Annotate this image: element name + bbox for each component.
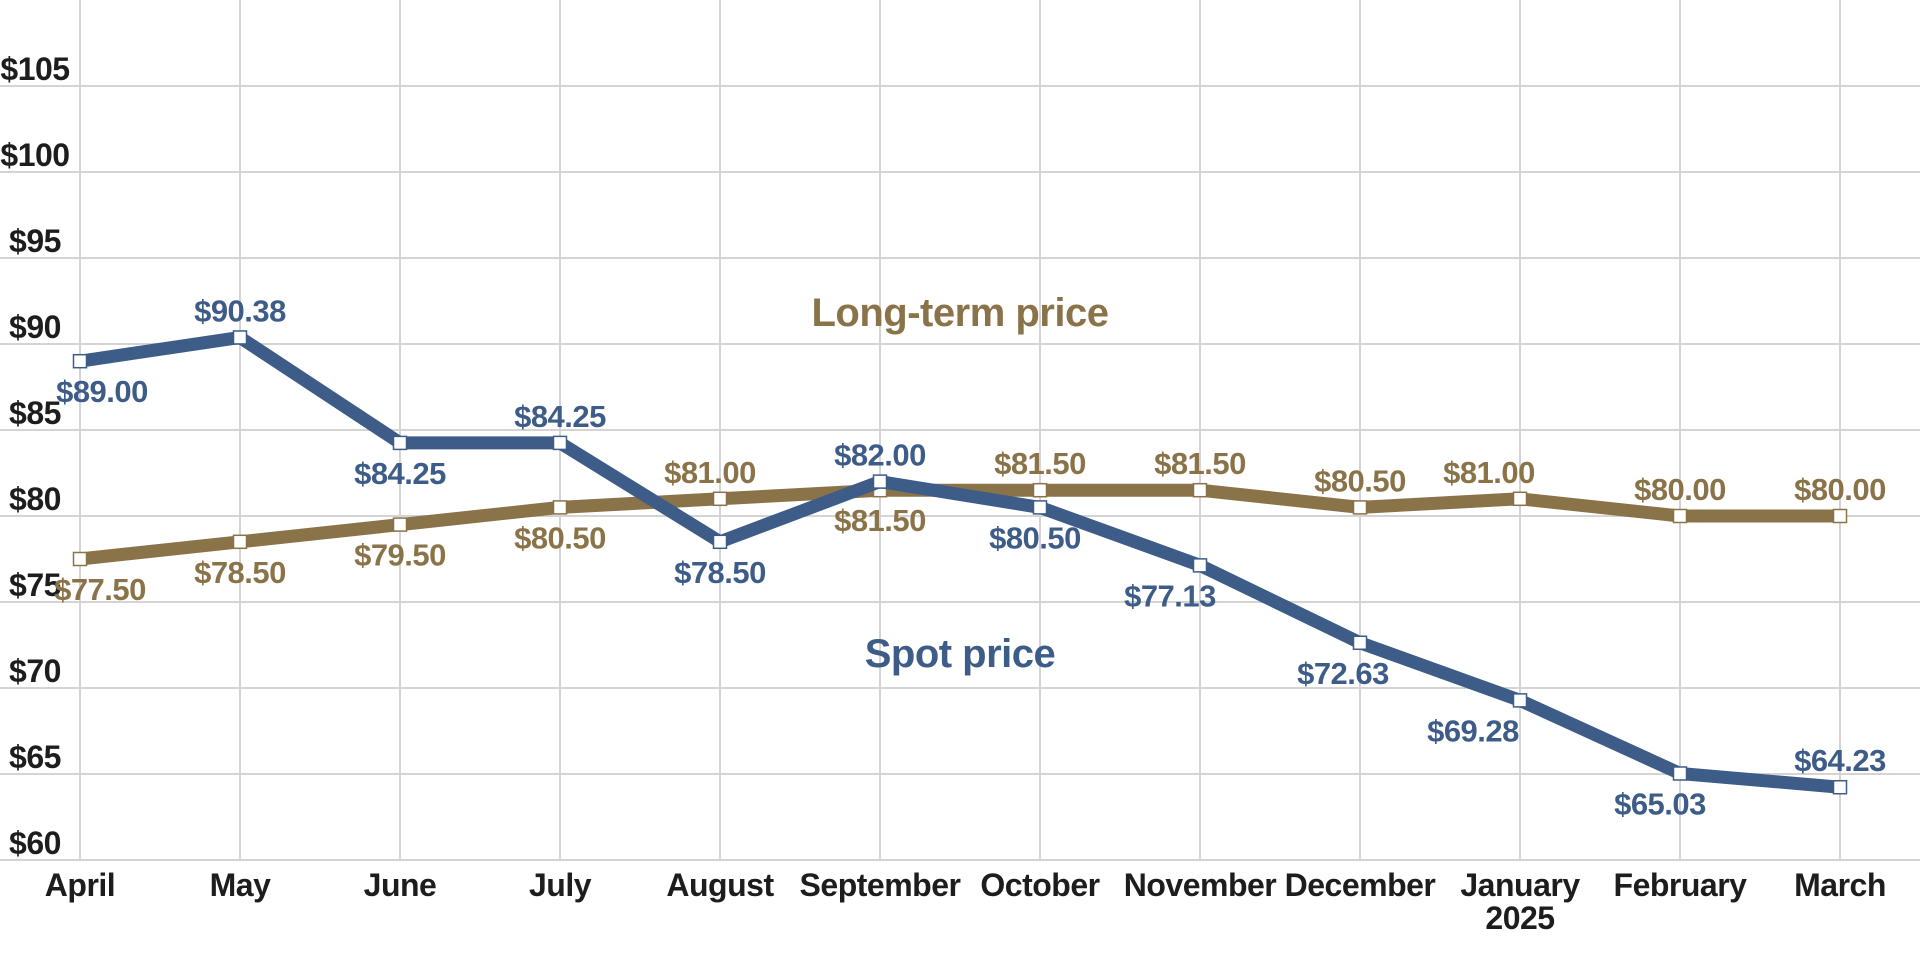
long-term-price-data-point-marker (1032, 482, 1048, 498)
x-axis-month-label: September (800, 867, 961, 903)
y-axis-tick-label: $70 (9, 653, 61, 689)
spot-price-data-point-marker (232, 330, 248, 345)
spot-price-data-point-marker (1192, 558, 1208, 573)
long-term-price-data-point-marker (1832, 508, 1848, 524)
spot-price-data-point-marker (872, 474, 888, 489)
series-title-long-term-price: Long-term price (812, 291, 1109, 335)
long-term-price-data-label: $80.00 (1794, 472, 1886, 507)
y-axis-tick-label: $105 (0, 51, 69, 87)
spot-price-data-point-marker (72, 353, 88, 369)
long-term-price-data-label: $77.50 (54, 572, 146, 607)
spot-price-data-point-marker (1832, 779, 1848, 795)
y-axis-tick-label: $95 (9, 223, 61, 259)
spot-price-data-label: $82.00 (834, 438, 926, 473)
x-axis-month-label: November (1124, 867, 1277, 903)
long-term-price-data-point-marker (392, 517, 408, 532)
spot-price-data-label: $64.23 (1794, 743, 1886, 778)
spot-price-data-label: $72.63 (1297, 656, 1389, 691)
y-axis-tick-label: $100 (0, 137, 69, 173)
spot-price-line (73, 330, 1847, 794)
long-term-price-data-label: $81.50 (994, 446, 1086, 481)
series-title-spot-price: Spot price (865, 632, 1056, 676)
long-term-price-data-point-marker (1512, 491, 1528, 507)
spot-price-data-point-marker (552, 435, 568, 451)
spot-price-data-label: $84.25 (354, 456, 446, 491)
long-term-price-data-label: $78.50 (194, 555, 286, 590)
x-axis-month-label: July (529, 867, 592, 903)
x-axis-month-label: May (210, 867, 271, 903)
spot-price-data-label: $89.00 (56, 374, 148, 409)
x-axis-month-label: March (1794, 867, 1886, 903)
axis-labels-layer: $105 $100 $95 $90 $85 $80 $75 $70 $65 $60 April May… (0, 51, 1886, 936)
spot-price-data-point-marker (1352, 635, 1368, 651)
spot-price-data-label: $78.50 (674, 555, 766, 590)
long-term-price-data-point-marker (1352, 500, 1368, 515)
x-axis-month-label: February (1614, 867, 1748, 903)
long-term-price-data-label: $80.50 (514, 520, 606, 555)
long-term-price-data-point-marker (552, 500, 568, 515)
spot-price-data-label: $77.13 (1124, 578, 1216, 613)
x-axis-month-label: December (1285, 867, 1436, 903)
x-axis-month-label: October (980, 867, 1099, 903)
spot-price-data-point-marker (392, 435, 408, 451)
long-term-price-data-label: $79.50 (354, 538, 446, 573)
long-term-price-data-point-marker (712, 491, 728, 507)
spot-price-data-label: $90.38 (194, 293, 286, 328)
long-term-price-data-point-marker (1192, 482, 1208, 498)
spot-price-data-point-marker (1032, 500, 1048, 515)
y-axis-tick-label: $80 (9, 481, 61, 517)
y-axis-tick-label: $65 (9, 739, 61, 775)
spot-price-data-point-marker (712, 534, 728, 550)
y-axis-tick-label: $75 (9, 567, 61, 603)
long-term-price-data-label: $80.50 (1314, 463, 1406, 498)
spot-price-data-label: $84.25 (514, 399, 606, 434)
x-axis-month-label: August (666, 867, 774, 903)
long-term-price-data-point-marker (72, 551, 88, 567)
y-axis-tick-label: $90 (9, 309, 61, 345)
long-term-price-data-label: $81.50 (834, 503, 926, 538)
long-term-price-data-label: $81.50 (1154, 446, 1246, 481)
y-axis-tick-label: $60 (9, 825, 61, 861)
x-axis-year-label: 2025 (1485, 900, 1554, 936)
x-axis-month-label: April (45, 867, 115, 903)
spot-price-data-label: $80.50 (989, 520, 1081, 555)
long-term-price-data-label: $81.00 (1443, 455, 1535, 490)
gridlines-layer (0, 0, 1920, 861)
spot-price-data-point-marker (1512, 693, 1528, 708)
x-axis-month-label: June (364, 867, 437, 903)
long-term-price-data-point-marker (1672, 508, 1688, 524)
x-axis-month-label: January (1460, 867, 1580, 903)
data-labels-layer: $77.50 $78.50 $79.50 $80.50 $81.00 $81.50 $81.… (54, 293, 1887, 821)
long-term-price-data-label: $81.00 (664, 455, 756, 490)
long-term-price-data-label: $80.00 (1634, 472, 1726, 507)
spot-price-data-point-marker (1672, 766, 1688, 781)
y-axis-tick-label: $85 (9, 395, 61, 431)
spot-price-data-label: $65.03 (1614, 786, 1706, 821)
long-term-price-data-point-marker (232, 534, 248, 550)
spot-price-data-label: $69.28 (1427, 713, 1519, 748)
series-layer (72, 330, 1848, 795)
